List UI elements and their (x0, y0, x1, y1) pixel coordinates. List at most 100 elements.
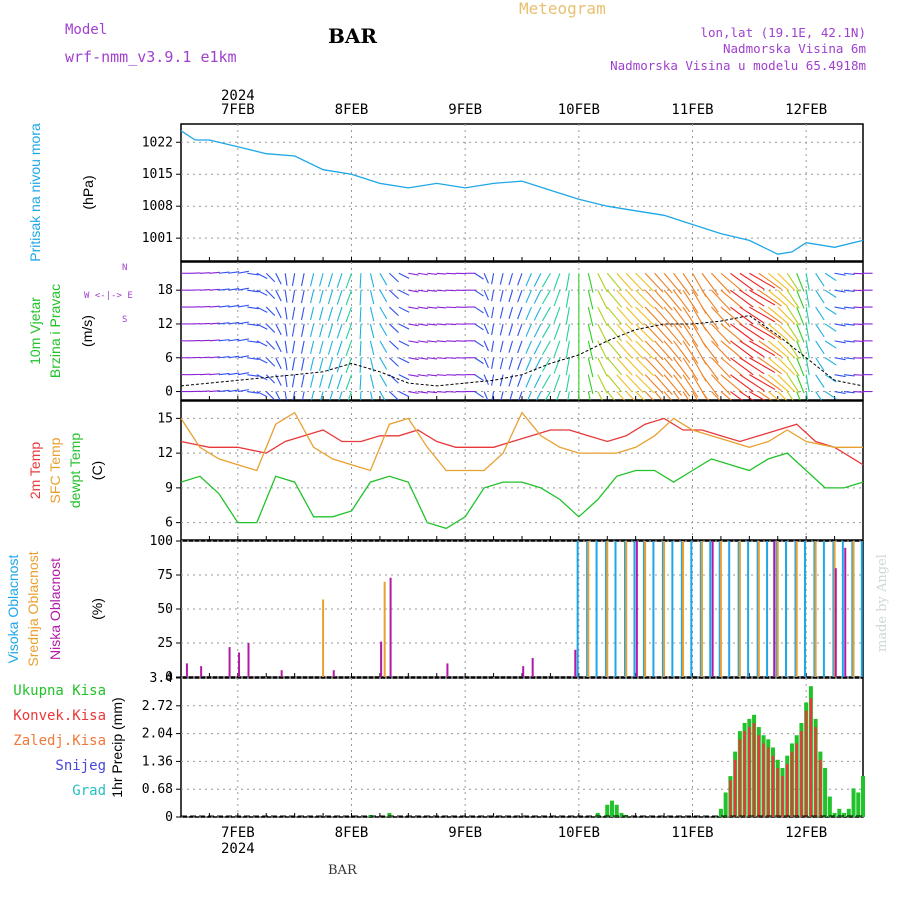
wind-arrow (369, 306, 375, 322)
wind-arrow (739, 357, 765, 375)
wind-arrow (663, 306, 682, 329)
cloud-bar-0 (775, 541, 778, 677)
cloud-bar-2 (773, 541, 776, 677)
wind-arrow (436, 357, 447, 360)
cloud-bar-1 (663, 541, 666, 677)
wind-arrow (597, 289, 608, 310)
wind-arrow (228, 372, 240, 376)
wind-arrow (228, 389, 240, 393)
precip-bar-0 (619, 812, 624, 817)
wind-arrow (256, 306, 268, 313)
top-day-label: 12FEB (785, 102, 827, 118)
wind-arrow (327, 340, 334, 355)
wind-arrow (805, 340, 810, 359)
wind-arrow (843, 323, 855, 326)
wind-arrow (749, 340, 776, 357)
wind-arrow (758, 323, 782, 341)
cloud-bar-0 (671, 541, 674, 677)
wind-arrow (483, 289, 489, 301)
wind-arrow (474, 306, 484, 314)
bottom-day-label: 10FEB (558, 825, 600, 841)
wind-arrow (265, 340, 276, 350)
wind-arrow (474, 357, 484, 365)
wind-arrow (369, 374, 375, 389)
cloud-bar-0 (690, 541, 693, 677)
wind-arrow (663, 357, 682, 379)
wind-arrow (417, 289, 428, 293)
watermark: made by Angel (875, 554, 890, 652)
wind-arrow (597, 357, 608, 377)
wind-arrow (767, 306, 789, 325)
wind-arrow (228, 271, 240, 274)
model-elevation-text: Nadmorska Visina u modelu 65.4918m (610, 58, 866, 73)
wind-arrow (767, 272, 789, 291)
wind-arrow (247, 340, 259, 344)
wind-arrow (635, 289, 655, 309)
series-line-temperature-1 (180, 411, 863, 472)
wind-arrow (345, 306, 353, 323)
ytick-label-pressure: 1015 (142, 167, 173, 182)
precip-bar-1 (809, 698, 813, 817)
ylabel-wind-0: 10m Vjetar (27, 297, 43, 365)
ylabel-pressure-0: Pritisak na nivou mora (27, 123, 43, 262)
wind-arrow (654, 340, 673, 362)
wind-arrow (474, 272, 484, 280)
wind-arrow (345, 374, 353, 390)
wind-arrow (427, 306, 438, 309)
bottom-day-label: 7FEB (221, 825, 255, 841)
wind-arrow (796, 357, 805, 377)
ylabel-clouds-3: (%) (89, 598, 105, 620)
cloud-bar-0 (718, 541, 721, 677)
ytick-label-wind: 18 (157, 283, 173, 298)
series-line-temperature-0 (180, 417, 864, 466)
wind-arrow (616, 374, 633, 393)
wind-arrow (606, 323, 623, 342)
wind-arrow (379, 357, 388, 370)
wind-arrow (673, 289, 691, 313)
wind-arrow (209, 305, 220, 308)
wind-arrow (730, 374, 754, 393)
wind-arrow (824, 289, 837, 298)
bottom-day-label: 12FEB (785, 825, 827, 841)
wind-arrow (625, 272, 644, 292)
wind-arrow (336, 340, 343, 356)
wind-arrow (587, 374, 594, 394)
wind-arrow (379, 374, 388, 387)
ylabel-temperature-0: 2m Temp (27, 442, 43, 500)
wind-arrow (256, 340, 268, 347)
wind-arrow (345, 273, 353, 289)
wind-arrow (228, 355, 240, 359)
wind-arrow (796, 306, 805, 326)
precip-bar-0 (614, 804, 619, 817)
precip-bar-1 (733, 759, 737, 817)
wind-arrow (436, 306, 447, 309)
wind-arrow (553, 289, 561, 307)
wind-arrow (606, 289, 623, 308)
precip-bar-1 (743, 731, 746, 817)
wind-arrow (359, 323, 362, 340)
wind-arrow (749, 323, 776, 340)
wind-arrow (587, 306, 594, 327)
wind-arrow (533, 323, 542, 338)
wind-arrow (379, 272, 388, 286)
precip-bar-0 (856, 792, 861, 817)
wind-arrow (398, 391, 410, 398)
wind-arrow (525, 374, 532, 388)
wind-arrow (525, 323, 532, 337)
wind-arrow (291, 357, 296, 371)
wind-arrow (199, 289, 211, 291)
wind-arrow (408, 289, 419, 293)
wind-arrow (508, 306, 514, 319)
wind-arrow (359, 273, 362, 289)
wind-arrow (541, 306, 551, 322)
wind-arrow (209, 390, 220, 393)
cloud-bar-0 (766, 541, 769, 677)
ytick-label-temperature: 9 (165, 481, 173, 496)
wind-arrow (749, 357, 776, 374)
precip-bar-1 (738, 739, 742, 817)
wind-arrow (616, 323, 633, 342)
cloud-bar-1 (383, 581, 386, 677)
wind-arrow (730, 357, 754, 376)
wind-arrow (265, 272, 276, 283)
wind-arrow (786, 323, 800, 343)
